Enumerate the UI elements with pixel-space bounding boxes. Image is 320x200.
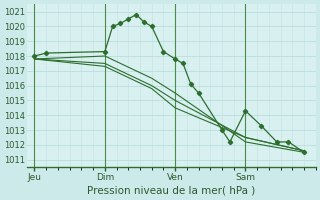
X-axis label: Pression niveau de la mer( hPa ): Pression niveau de la mer( hPa ): [87, 186, 255, 196]
